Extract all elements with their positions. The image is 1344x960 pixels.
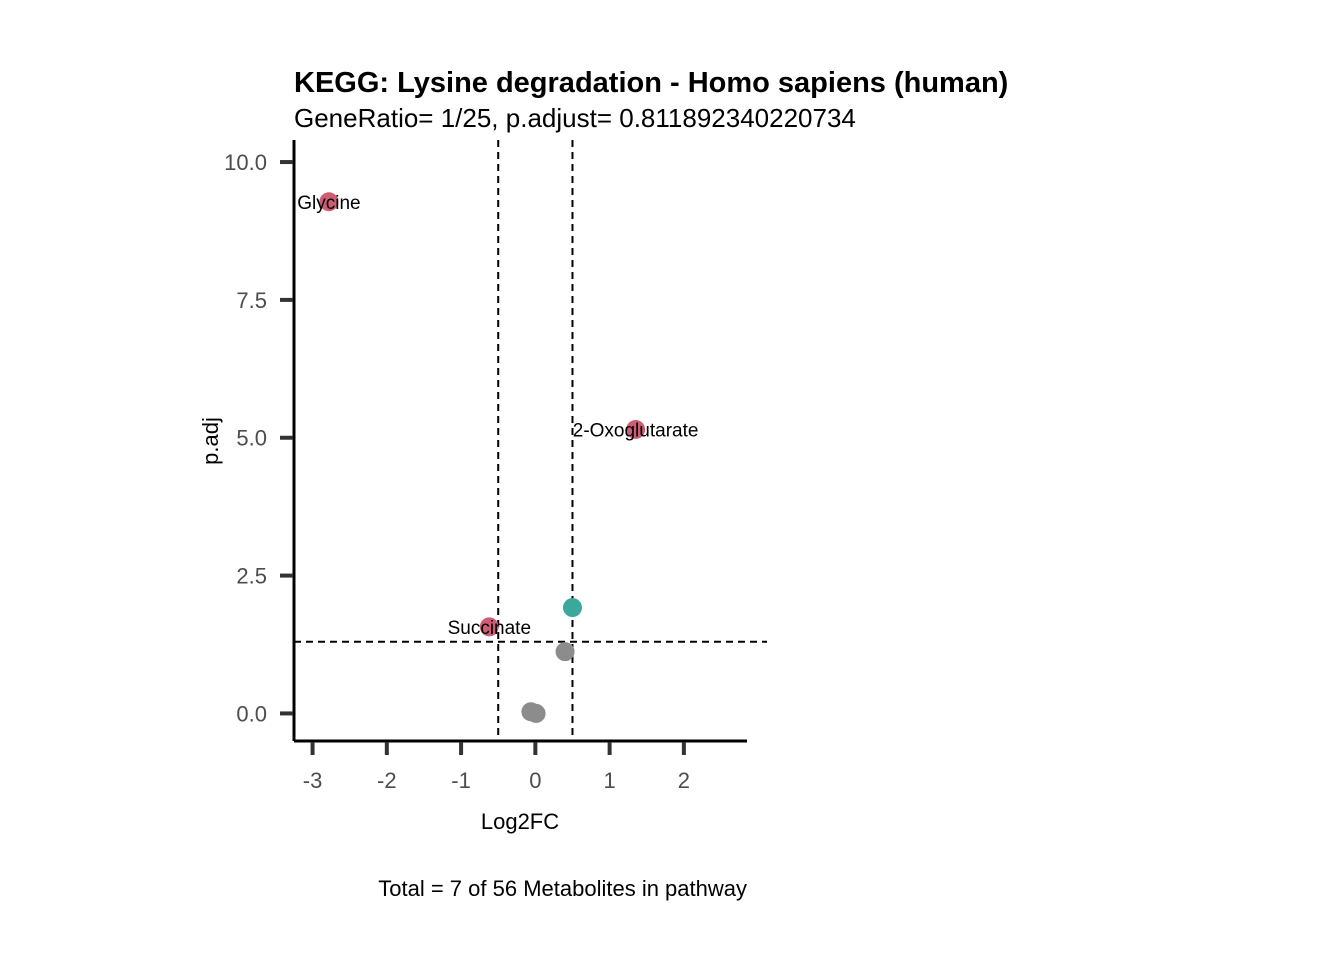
data-point [555,642,575,662]
x-axis-ticks: -3 -2 -1 0 1 2 [303,742,690,793]
x-tick-label: -1 [451,768,471,793]
y-tick-label: 5.0 [236,426,267,451]
data-point [562,598,582,618]
x-axis-title: Log2FC [481,809,559,834]
chart-title: KEGG: Lysine degradation - Homo sapiens … [294,67,1008,99]
x-tick-label: 0 [529,768,541,793]
data-point [526,703,546,723]
x-tick-label: -2 [377,768,397,793]
y-tick-label: 0.0 [236,701,267,726]
y-tick-label: 7.5 [236,288,267,313]
y-axis-ticks: 0.0 2.5 5.0 7.5 10.0 [224,150,293,726]
point-label: Glycine [297,193,360,214]
chart-caption: Total = 7 of 56 Metabolites in pathway [378,876,747,901]
y-tick-label: 2.5 [236,564,267,589]
x-tick-label: -3 [303,768,323,793]
x-tick-label: 2 [678,768,690,793]
point-label: 2-Oxoglutarate [573,420,699,441]
x-tick-label: 1 [603,768,615,793]
data-point [319,192,339,212]
data-points [319,192,646,723]
data-point [626,419,646,439]
point-labels: Glycine 2-Oxoglutarate Succinate [297,193,698,639]
reference-lines [294,140,767,741]
data-point [479,617,499,637]
point-label: Succinate [448,618,531,639]
chart-subtitle: GeneRatio= 1/25, p.adjust= 0.81189234022… [294,103,856,133]
y-tick-label: 10.0 [224,150,267,175]
y-axis-title: p.adj [198,417,223,465]
